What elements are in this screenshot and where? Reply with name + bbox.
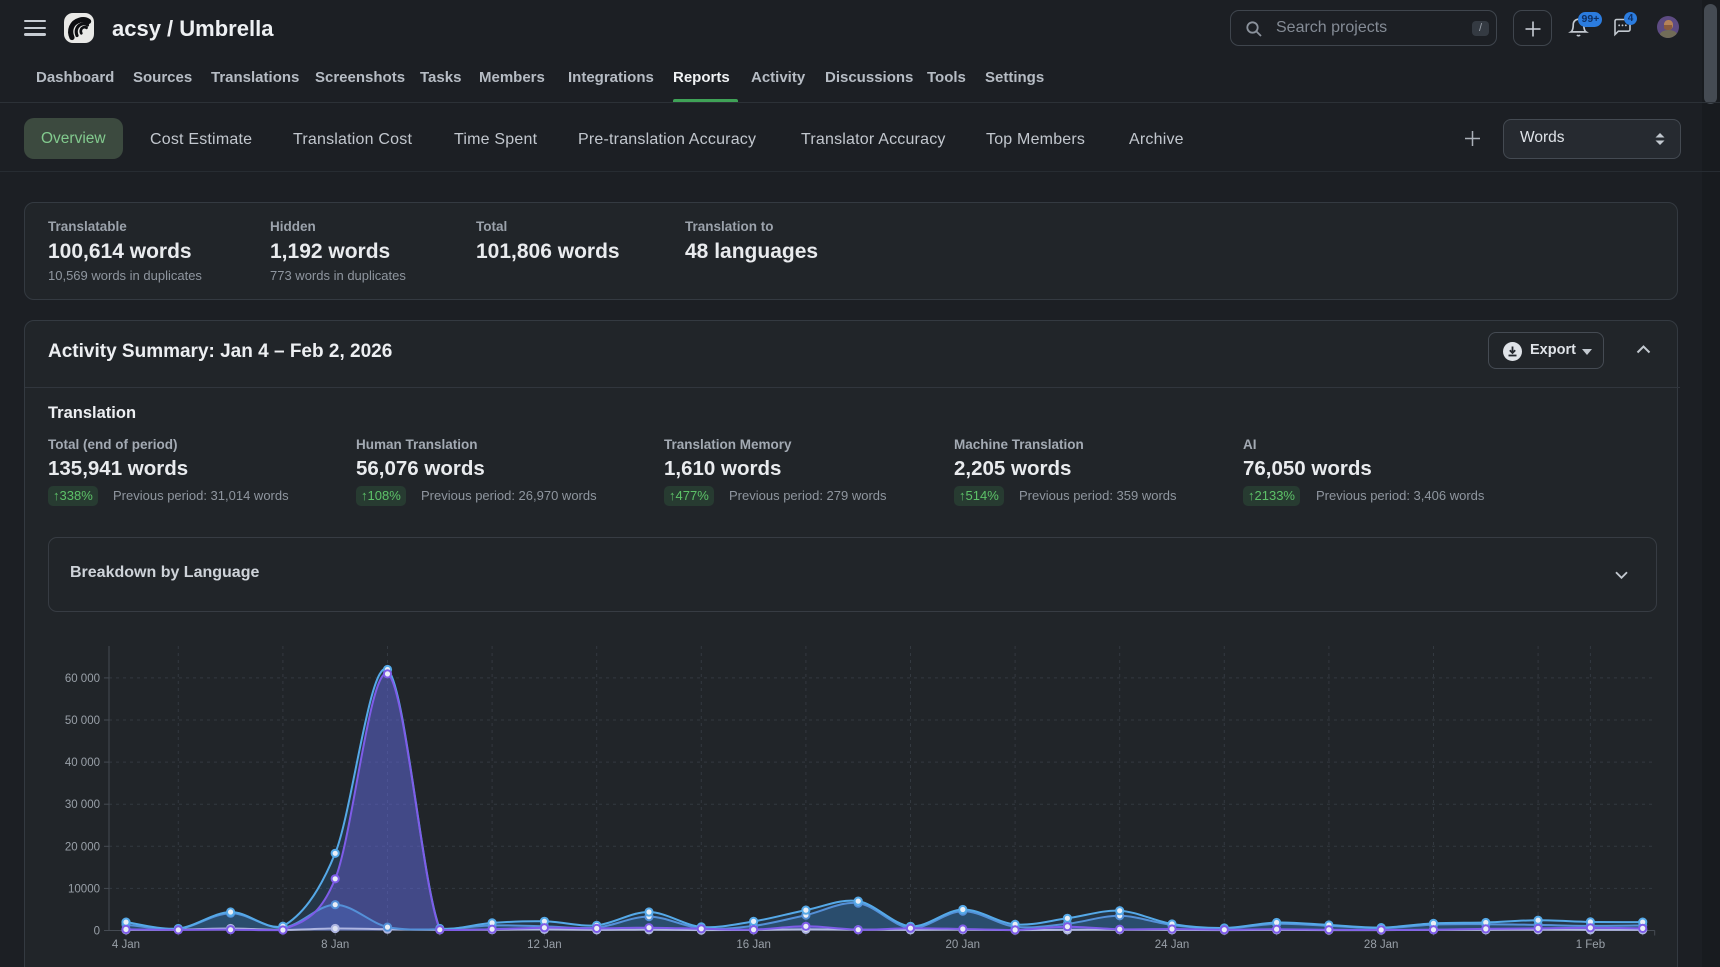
svg-text:16 Jan: 16 Jan — [736, 939, 771, 951]
svg-text:20 000: 20 000 — [65, 841, 100, 853]
svg-text:20 Jan: 20 Jan — [946, 939, 981, 951]
svg-text:40 000: 40 000 — [65, 757, 100, 769]
svg-text:1 Feb: 1 Feb — [1576, 939, 1605, 951]
svg-text:30 000: 30 000 — [65, 799, 100, 811]
svg-text:8 Jan: 8 Jan — [321, 939, 349, 951]
svg-text:60 000: 60 000 — [65, 673, 100, 685]
svg-text:12 Jan: 12 Jan — [527, 939, 562, 951]
svg-text:0: 0 — [94, 926, 100, 938]
svg-text:10000: 10000 — [68, 883, 100, 895]
svg-text:28 Jan: 28 Jan — [1364, 939, 1399, 951]
svg-text:4 Jan: 4 Jan — [112, 939, 140, 951]
svg-text:24 Jan: 24 Jan — [1155, 939, 1190, 951]
svg-text:50 000: 50 000 — [65, 715, 100, 727]
